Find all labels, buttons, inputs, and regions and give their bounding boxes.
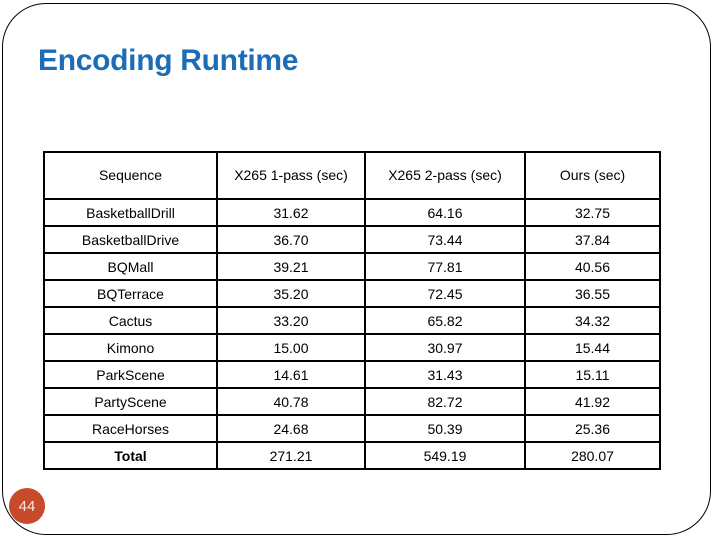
page-number-badge: 44: [9, 488, 45, 524]
table-row: BasketballDrill 31.62 64.16 32.75: [43, 198, 661, 227]
table-row: BasketballDrive 36.70 73.44 37.84: [43, 225, 661, 254]
table-row: ParkScene 14.61 31.43 15.11: [43, 360, 661, 389]
value-cell: 65.82: [364, 306, 526, 335]
column-header-x265-2pass: X265 2-pass (sec): [364, 151, 526, 200]
value-cell: 36.70: [216, 225, 366, 254]
sequence-cell: Kimono: [43, 333, 218, 362]
table-row: Cactus 33.20 65.82 34.32: [43, 306, 661, 335]
value-cell: 14.61: [216, 360, 366, 389]
value-cell: 24.68: [216, 414, 366, 443]
value-cell: 15.11: [524, 360, 661, 389]
value-cell: 30.97: [364, 333, 526, 362]
value-cell: 40.78: [216, 387, 366, 416]
table-row: PartyScene 40.78 82.72 41.92: [43, 387, 661, 416]
sequence-cell: RaceHorses: [43, 414, 218, 443]
total-value-cell: 549.19: [364, 441, 526, 470]
value-cell: 40.56: [524, 252, 661, 281]
sequence-cell: BasketballDrill: [43, 198, 218, 227]
value-cell: 15.00: [216, 333, 366, 362]
value-cell: 34.32: [524, 306, 661, 335]
value-cell: 37.84: [524, 225, 661, 254]
table-row: Kimono 15.00 30.97 15.44: [43, 333, 661, 362]
column-header-sequence: Sequence: [43, 151, 218, 200]
value-cell: 15.44: [524, 333, 661, 362]
value-cell: 33.20: [216, 306, 366, 335]
value-cell: 36.55: [524, 279, 661, 308]
value-cell: 73.44: [364, 225, 526, 254]
table-row: BQTerrace 35.20 72.45 36.55: [43, 279, 661, 308]
slide-border: [2, 3, 711, 535]
value-cell: 41.92: [524, 387, 661, 416]
value-cell: 25.36: [524, 414, 661, 443]
value-cell: 64.16: [364, 198, 526, 227]
table-row-total: Total 271.21 549.19 280.07: [43, 441, 661, 470]
table-row: BQMall 39.21 77.81 40.56: [43, 252, 661, 281]
value-cell: 82.72: [364, 387, 526, 416]
table-row: RaceHorses 24.68 50.39 25.36: [43, 414, 661, 443]
value-cell: 35.20: [216, 279, 366, 308]
column-header-x265-1pass: X265 1-pass (sec): [216, 151, 366, 200]
value-cell: 32.75: [524, 198, 661, 227]
sequence-cell: Cactus: [43, 306, 218, 335]
total-value-cell: 271.21: [216, 441, 366, 470]
value-cell: 72.45: [364, 279, 526, 308]
total-value-cell: 280.07: [524, 441, 661, 470]
value-cell: 31.43: [364, 360, 526, 389]
sequence-cell: ParkScene: [43, 360, 218, 389]
sequence-cell: BQTerrace: [43, 279, 218, 308]
page-number: 44: [18, 497, 36, 515]
header-row: Sequence X265 1-pass (sec) X265 2-pass (…: [43, 151, 661, 200]
total-label-cell: Total: [43, 441, 218, 470]
sequence-cell: BQMall: [43, 252, 218, 281]
column-header-ours: Ours (sec): [524, 151, 661, 200]
value-cell: 50.39: [364, 414, 526, 443]
value-cell: 77.81: [364, 252, 526, 281]
slide-title: Encoding Runtime: [38, 44, 299, 77]
value-cell: 39.21: [216, 252, 366, 281]
sequence-cell: PartyScene: [43, 387, 218, 416]
value-cell: 31.62: [216, 198, 366, 227]
encoding-runtime-table: Sequence X265 1-pass (sec) X265 2-pass (…: [43, 151, 661, 470]
sequence-cell: BasketballDrive: [43, 225, 218, 254]
